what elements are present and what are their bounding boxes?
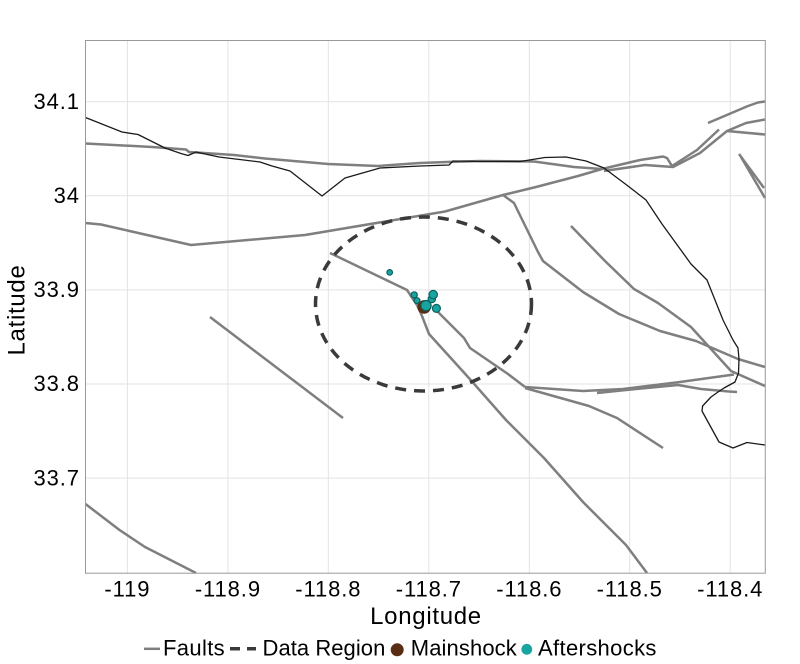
svg-text:Aftershocks: Aftershocks (538, 636, 657, 661)
svg-text:Latitude: Latitude (4, 264, 31, 355)
svg-text:Data Region: Data Region (263, 636, 386, 661)
svg-text:-118.5: -118.5 (597, 577, 663, 602)
svg-text:Faults: Faults (163, 636, 225, 661)
svg-text:-118.7: -118.7 (396, 577, 462, 602)
svg-text:-118.8: -118.8 (295, 577, 361, 602)
svg-text:Mainshock: Mainshock (411, 636, 518, 661)
svg-text:-118.9: -118.9 (195, 577, 261, 602)
svg-text:-119: -119 (104, 577, 150, 602)
svg-text:-118.6: -118.6 (496, 577, 562, 602)
svg-text:-118.4: -118.4 (697, 577, 763, 602)
svg-text:33.8: 33.8 (33, 371, 79, 396)
svg-text:34: 34 (54, 183, 80, 208)
svg-text:34.1: 34.1 (33, 89, 79, 114)
svg-text:Longitude: Longitude (370, 603, 482, 630)
svg-text:33.7: 33.7 (33, 465, 79, 490)
svg-text:33.9: 33.9 (33, 277, 79, 302)
